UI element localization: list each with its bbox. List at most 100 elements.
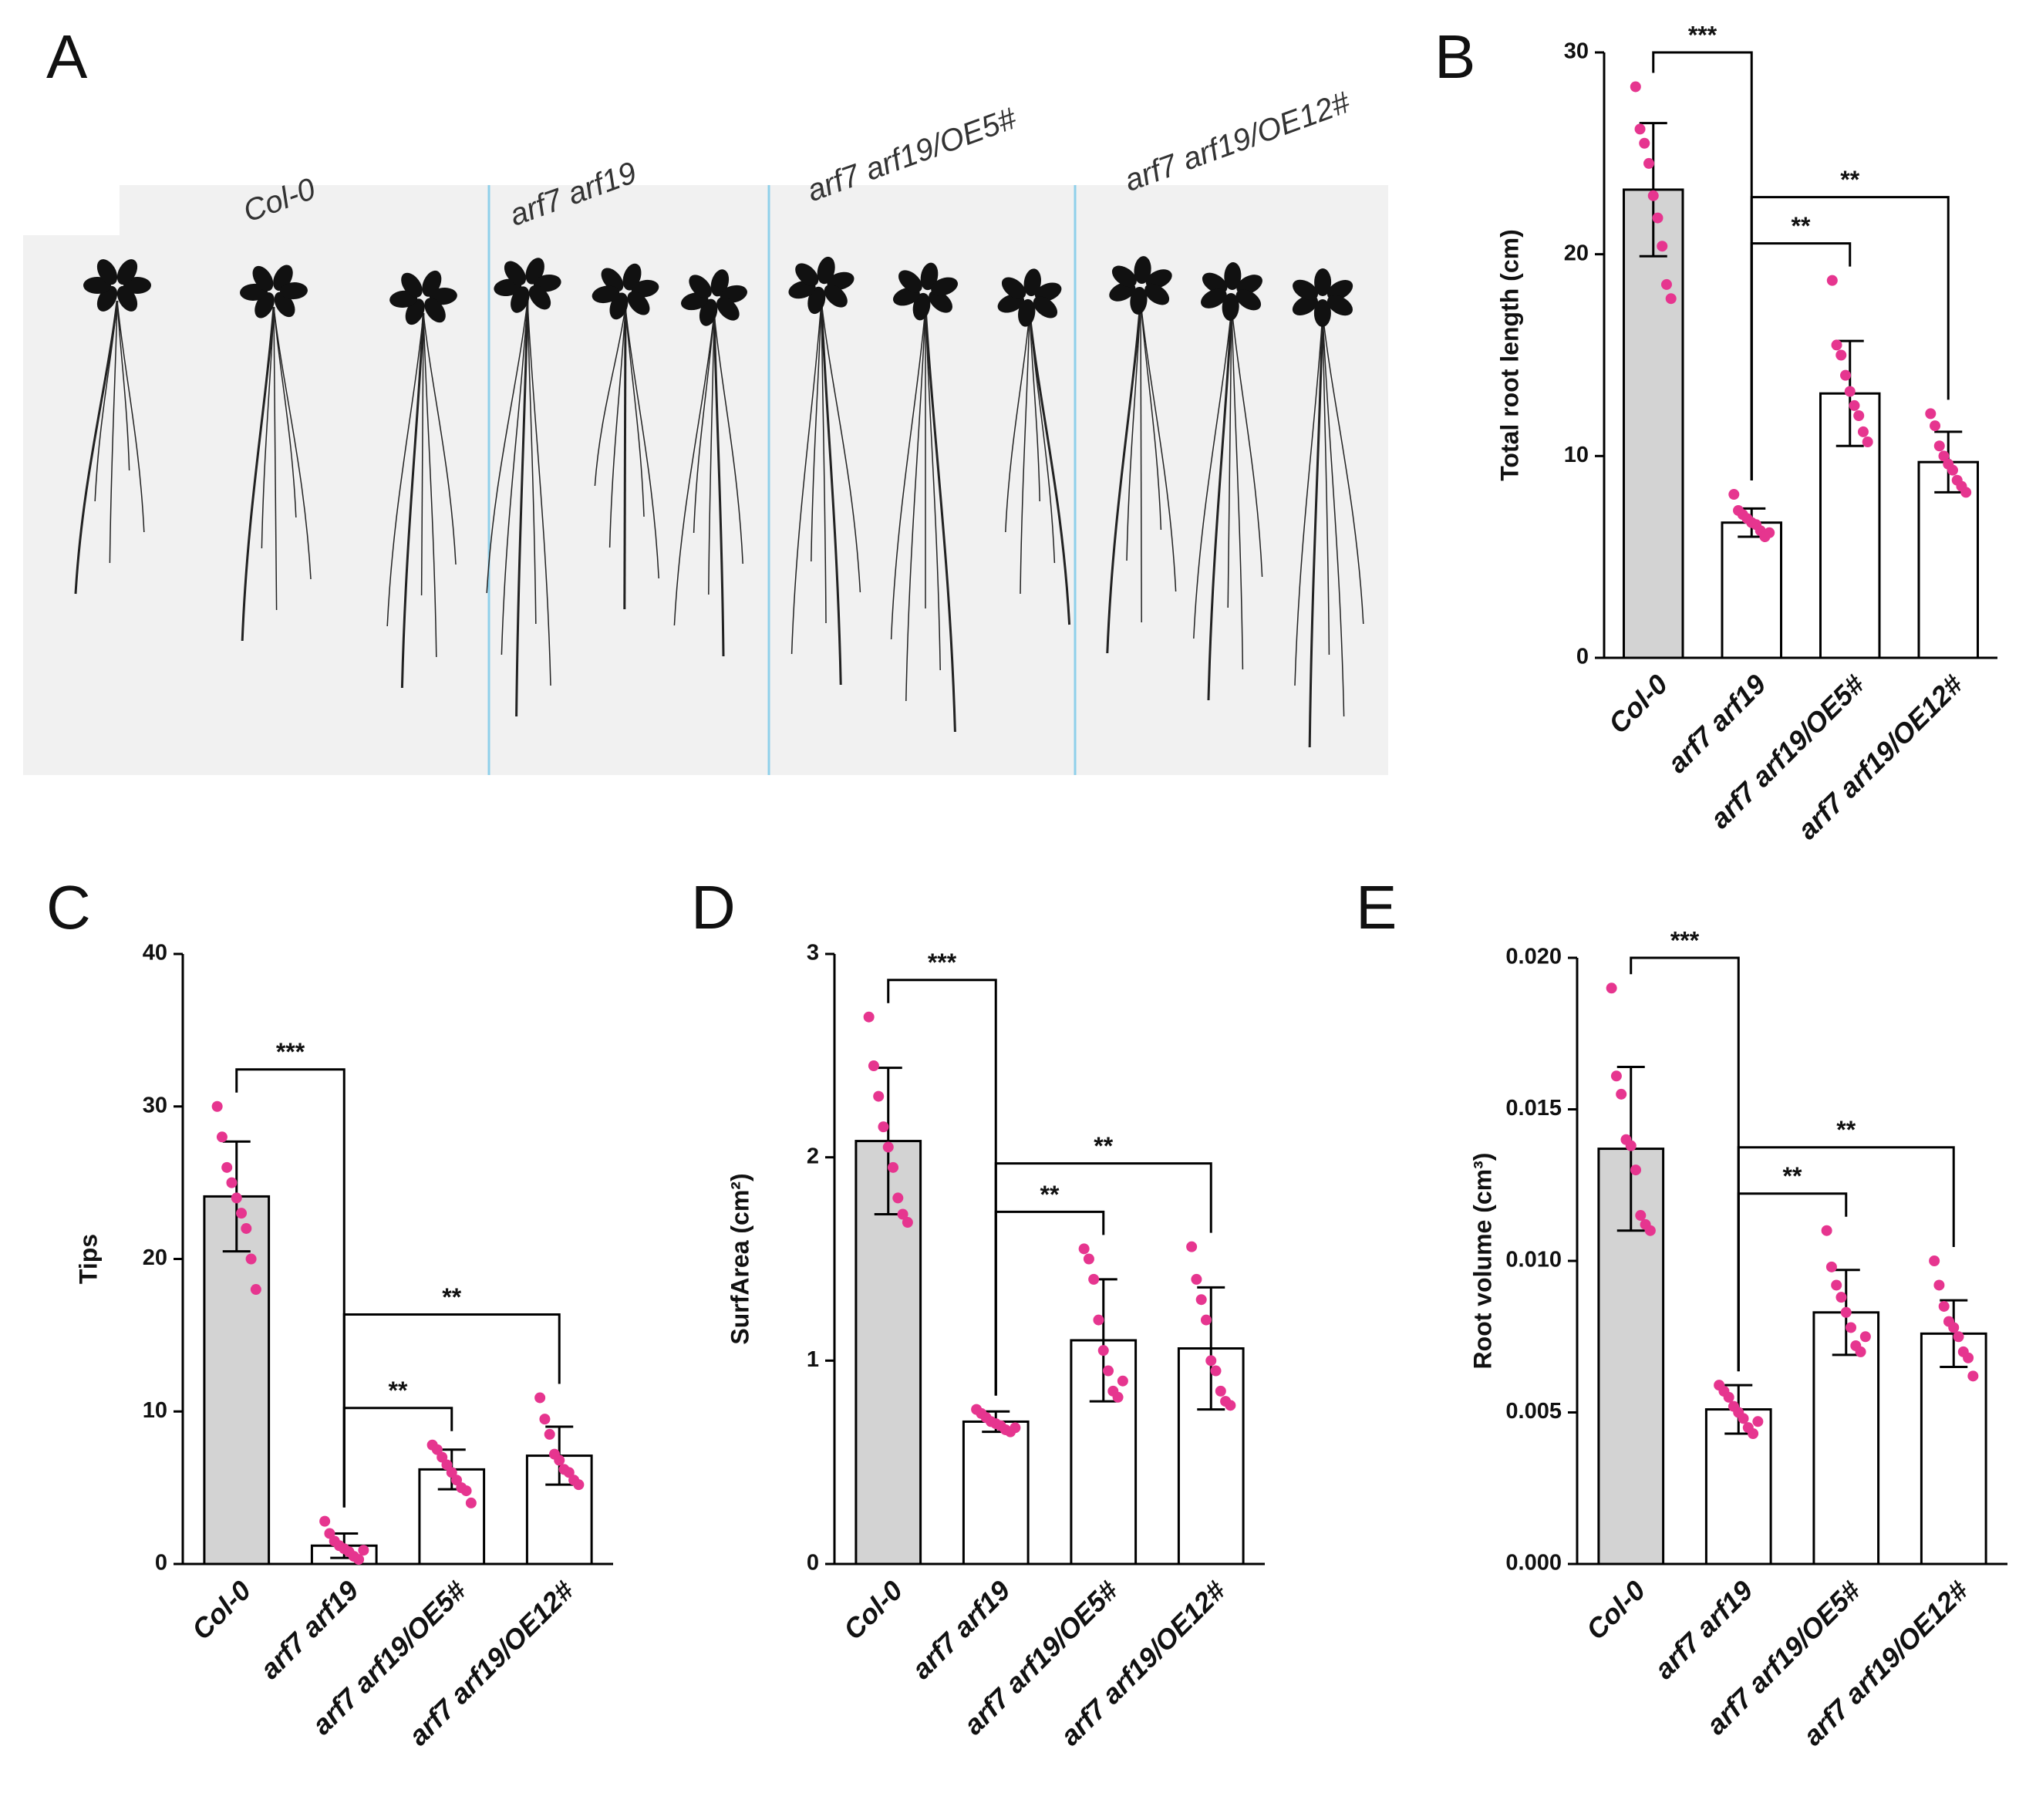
root [1207,306,1233,701]
y-tick-label: 10 [143,1398,167,1423]
data-point [1657,241,1668,252]
data-point [353,1554,365,1566]
leaf [1201,288,1227,308]
leaf [929,290,952,313]
root [1227,306,1232,608]
root [1106,300,1142,654]
root [693,312,715,534]
data-point [1225,1400,1236,1411]
root [924,306,956,733]
bar [203,1195,271,1566]
root [608,306,626,548]
data-point [1210,1365,1222,1377]
data-point [236,1208,248,1219]
bar [1920,1332,1987,1566]
leaf [504,261,527,285]
data-point [1665,293,1677,305]
data-point [1938,1300,1950,1312]
photo-background [23,185,1388,775]
root [713,312,743,565]
root [423,312,457,565]
bar [1623,188,1684,659]
bar [1721,521,1782,659]
root [1126,300,1141,561]
data-point [1947,464,1958,476]
significance-label: ** [1792,212,1811,240]
leaf [1134,256,1151,285]
bar [1704,1408,1772,1566]
root [625,306,645,517]
root [273,306,297,518]
leaf [116,259,138,285]
data-point [1859,1331,1871,1343]
root [821,300,827,624]
significance-bracket [994,1162,1212,1396]
data-point [1723,1391,1734,1403]
leaf [96,259,118,285]
data-point [1752,1416,1764,1427]
root [273,306,312,580]
root [713,312,725,657]
leaf [1202,272,1228,294]
root [241,306,275,642]
data-point [868,1060,879,1072]
root [386,312,424,627]
leaf [1313,298,1331,327]
leaf [1111,265,1137,288]
data-point [1844,386,1856,397]
root [1029,312,1056,564]
data-point [465,1497,477,1508]
significance-bracket [1737,1146,1955,1372]
y-tick-label: 20 [143,1245,167,1270]
root [1322,312,1330,656]
data-point [1643,157,1655,169]
data-point [1728,489,1740,501]
significance-label: *** [928,949,957,976]
y-tick-label: 0.020 [1505,945,1562,969]
leaf [1292,295,1318,315]
root [820,300,842,686]
bar [962,1420,1030,1566]
data-point [1200,1314,1212,1326]
leaf [1144,283,1170,305]
root [94,300,118,502]
data-point [1862,436,1873,448]
data-point [873,1090,885,1102]
data-point [460,1485,472,1497]
leaf [528,285,551,310]
leaf [1236,275,1262,295]
leaf [1224,262,1242,291]
significance-label: ** [1783,1162,1802,1190]
data-point [1630,81,1641,93]
root [1308,312,1324,748]
root [1193,306,1232,639]
data-point [573,1479,585,1491]
data-point [1857,426,1869,437]
root [527,300,537,625]
y-tick-label: 30 [1564,39,1589,64]
root [1140,300,1177,592]
data-point [1205,1355,1217,1367]
data-point [1010,1422,1021,1434]
data-point [888,1161,899,1173]
root [790,300,822,655]
root [273,306,278,611]
data-point [1647,190,1659,201]
data-point [1630,1164,1642,1176]
data-point [1078,1243,1090,1255]
root [925,306,941,671]
data-point [211,1100,223,1112]
root [594,306,626,487]
data-point [544,1428,555,1440]
leaf [716,297,740,321]
data-point [1660,278,1672,290]
data-point [1083,1253,1094,1265]
data-point [863,1011,875,1023]
data-point [1112,1391,1124,1403]
data-point [1925,408,1937,420]
data-point [1948,1322,1960,1333]
root [116,300,130,471]
y-tick-label: 0.005 [1505,1399,1562,1424]
data-point [221,1161,233,1173]
data-point [1960,487,1972,498]
